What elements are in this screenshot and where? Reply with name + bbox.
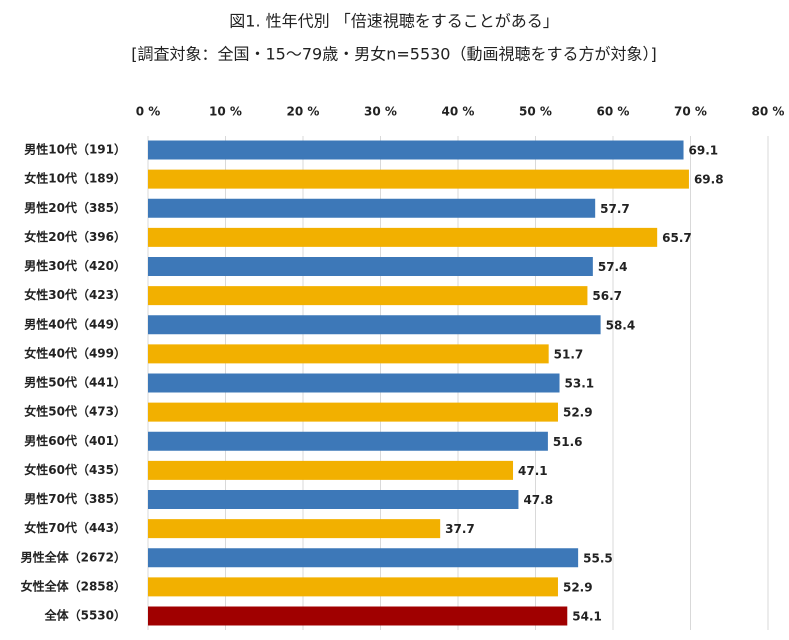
x-tick-label: 30 % (364, 105, 397, 119)
y-tick-label: 男性20代（385） (24, 200, 126, 215)
chart-title: 図1. 性年代別 「倍速視聴をすることがある」 (229, 12, 558, 31)
bar (148, 490, 519, 509)
y-tick-label: 男性60代（401） (24, 433, 126, 448)
y-tick-label: 男性10代（191） (24, 142, 126, 157)
value-label: 57.4 (598, 260, 628, 274)
bar (148, 257, 593, 276)
bar (148, 373, 560, 393)
y-tick-label: 女性20代（396） (24, 229, 126, 244)
bar (148, 460, 514, 480)
y-tick-label: 女性50代（473） (24, 404, 126, 419)
y-tick-label: 女性60代（435） (24, 462, 126, 477)
bar (148, 286, 588, 306)
y-tick-label: 女性30代（423） (24, 287, 126, 302)
y-tick-label: 男性40代（449） (24, 316, 126, 331)
x-tick-label: 70 % (674, 105, 707, 119)
value-label: 65.7 (662, 231, 692, 245)
bar (148, 606, 568, 626)
value-label: 69.8 (694, 173, 724, 187)
bar (148, 519, 441, 539)
y-tick-label: 男性全体（2672） (21, 549, 126, 564)
y-tick-label: 全体（5530） (44, 608, 126, 623)
bar (148, 169, 689, 189)
chart-subtitle: [調査対象：全国・15～79歳・男女n=5530（動画視聴をする方が対象）] (131, 45, 656, 64)
x-tick-label: 20 % (287, 105, 320, 119)
y-tick-label: 女性全体（2858） (21, 578, 126, 593)
value-label: 37.7 (445, 522, 475, 536)
bar (148, 227, 658, 247)
bar (148, 140, 684, 160)
x-tick-label: 0 % (136, 105, 161, 119)
x-tick-label: 50 % (519, 105, 552, 119)
y-tick-label: 女性40代（499） (24, 345, 126, 360)
y-tick-label: 男性50代（441） (24, 375, 126, 390)
value-label: 57.7 (600, 202, 630, 216)
value-label: 51.7 (554, 347, 584, 361)
value-label: 52.9 (563, 406, 593, 420)
value-label: 69.1 (689, 144, 719, 158)
value-label: 56.7 (592, 289, 622, 303)
y-tick-label: 女性10代（189） (24, 171, 126, 186)
value-label: 54.1 (572, 610, 602, 624)
value-label: 55.5 (583, 551, 613, 565)
y-tick-label: 男性70代（385） (24, 491, 126, 506)
bar (148, 548, 579, 568)
bar (148, 431, 548, 451)
bar (148, 402, 558, 422)
bar (148, 315, 601, 335)
x-tick-label: 80 % (752, 105, 785, 119)
value-label: 52.9 (563, 580, 593, 594)
y-tick-label: 女性70代（443） (24, 520, 126, 535)
value-label: 53.1 (565, 377, 595, 391)
x-tick-label: 40 % (442, 105, 475, 119)
value-label: 47.8 (523, 493, 553, 507)
value-label: 47.1 (518, 464, 548, 478)
x-tick-label: 10 % (209, 105, 242, 119)
y-tick-label: 男性30代（420） (24, 258, 126, 273)
x-tick-label: 60 % (597, 105, 630, 119)
value-label: 58.4 (606, 318, 636, 332)
bar (148, 344, 549, 364)
bar (148, 577, 558, 597)
bar (148, 198, 596, 218)
value-label: 51.6 (553, 435, 583, 449)
